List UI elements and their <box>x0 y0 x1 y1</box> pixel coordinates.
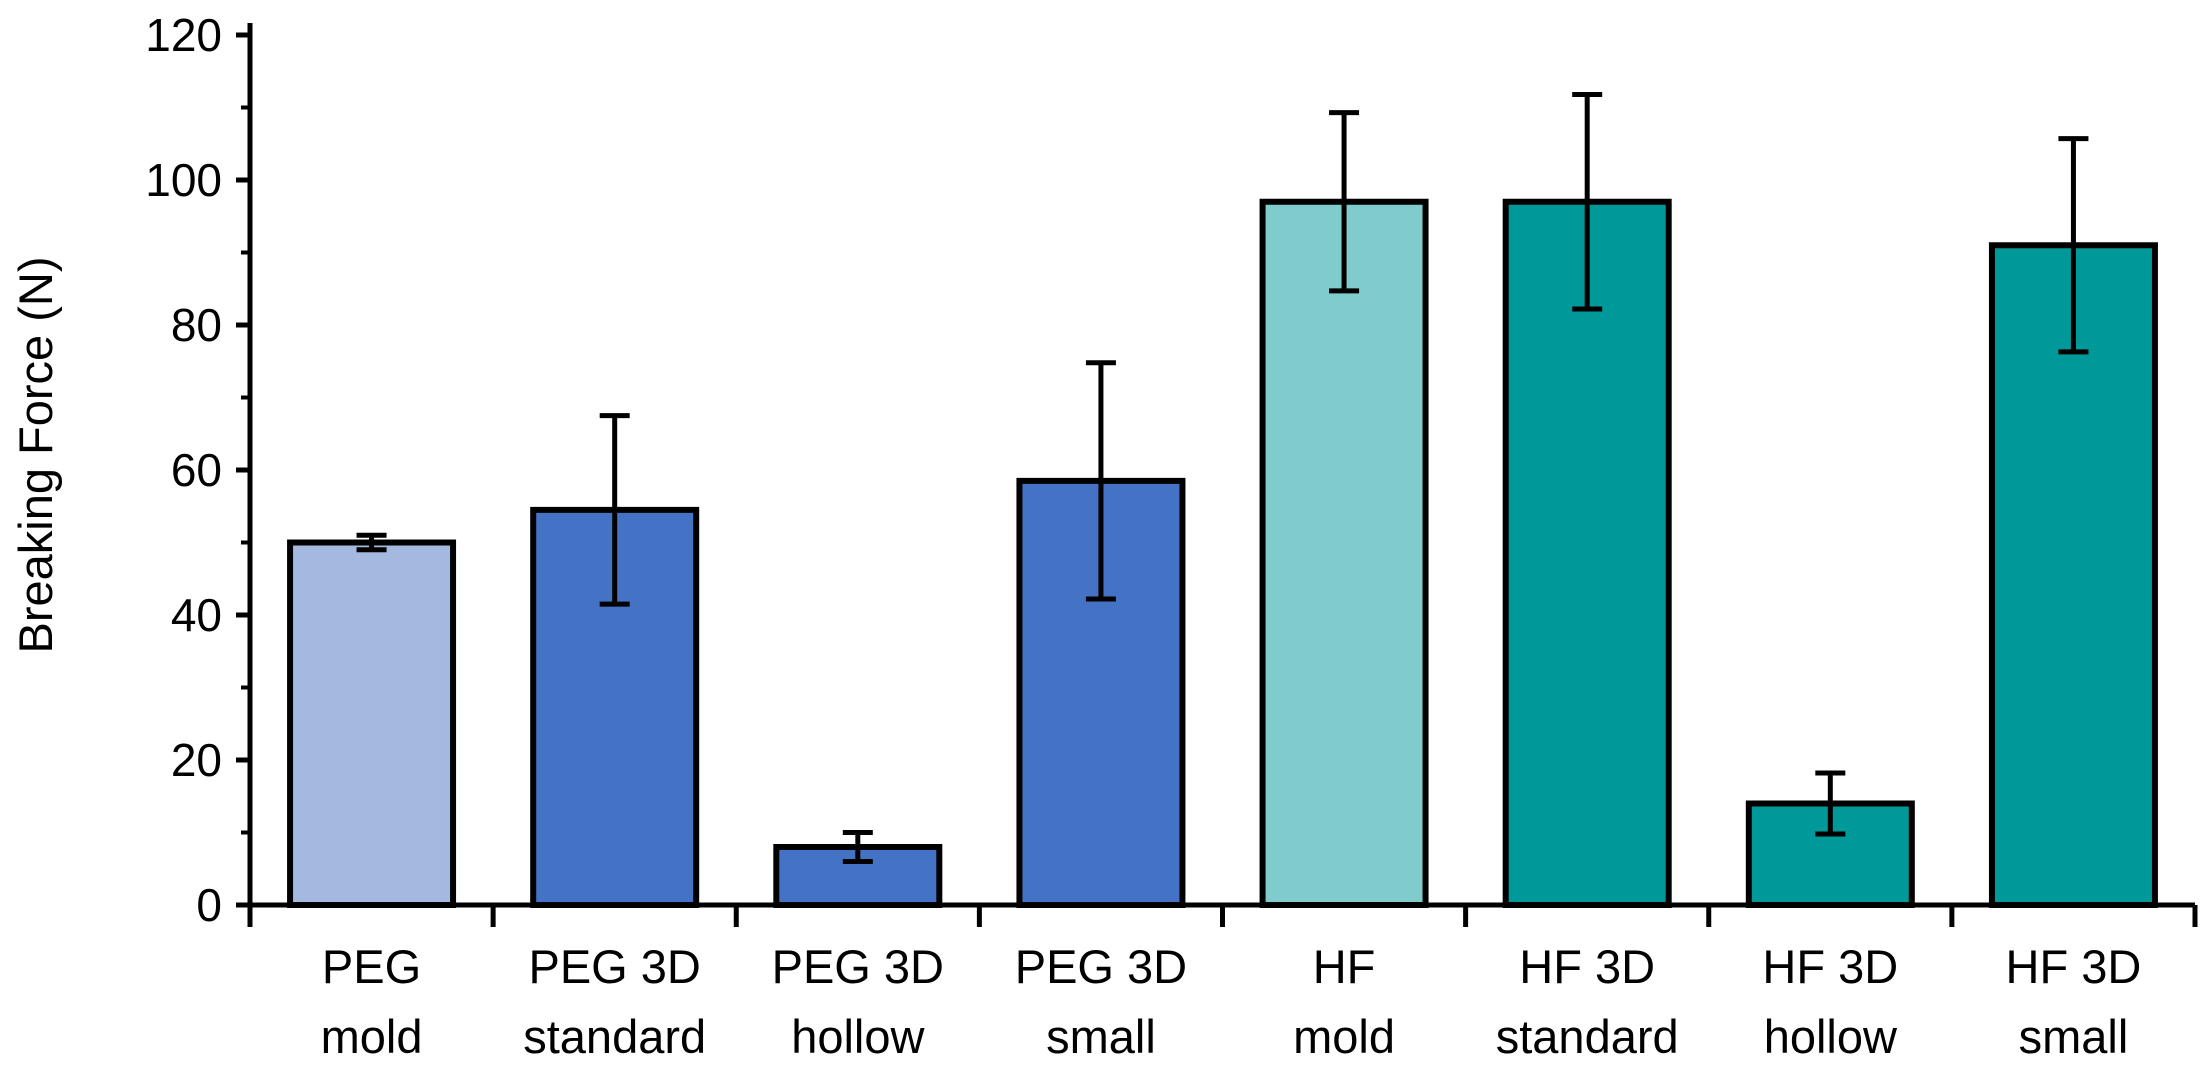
category-label-2-line-1: hollow <box>791 1010 925 1063</box>
category-label-6-line-0: HF 3D <box>1762 940 1898 993</box>
bar-4 <box>1259 198 1429 908</box>
category-label-0-line-1: mold <box>321 1010 423 1063</box>
category-label-1-line-0: PEG 3D <box>528 940 700 993</box>
category-label-0-line-0: PEG <box>322 940 421 993</box>
y-tick-label-120: 120 <box>145 9 222 61</box>
category-label-3-line-1: small <box>1046 1010 1156 1063</box>
axes-layer <box>236 23 2198 927</box>
category-label-7-line-1: small <box>2019 1010 2129 1063</box>
category-label-5-line-0: HF 3D <box>1519 940 1655 993</box>
category-label-2-line-0: PEG 3D <box>772 940 944 993</box>
bar-5 <box>1502 198 1672 908</box>
y-tick-label-100: 100 <box>145 154 222 206</box>
labels-layer: PEG mold PEG 3D standard PEG 3D hollow PEG 3D s… <box>145 9 2141 1063</box>
y-tick-label-0: 0 <box>196 879 222 931</box>
bars-layer <box>287 198 2158 908</box>
bar-0 <box>287 539 457 908</box>
y-tick-label-20: 20 <box>171 734 222 786</box>
category-label-5-line-1: standard <box>1496 1010 1679 1063</box>
category-label-6-line-1: hollow <box>1764 1010 1898 1063</box>
error-bars-layer <box>356 91 2089 864</box>
y-tick-label-60: 60 <box>171 444 222 496</box>
category-label-1-line-1: standard <box>523 1010 706 1063</box>
category-label-4-line-1: mold <box>1293 1010 1395 1063</box>
category-label-4-line-0: HF <box>1313 940 1376 993</box>
y-tick-label-80: 80 <box>171 299 222 351</box>
bar-7 <box>1988 242 2158 908</box>
category-label-7-line-0: HF 3D <box>2006 940 2142 993</box>
category-label-3-line-0: PEG 3D <box>1015 940 1187 993</box>
y-tick-label-40: 40 <box>171 589 222 641</box>
y-axis-title: Breaking Force (N) <box>9 257 62 654</box>
